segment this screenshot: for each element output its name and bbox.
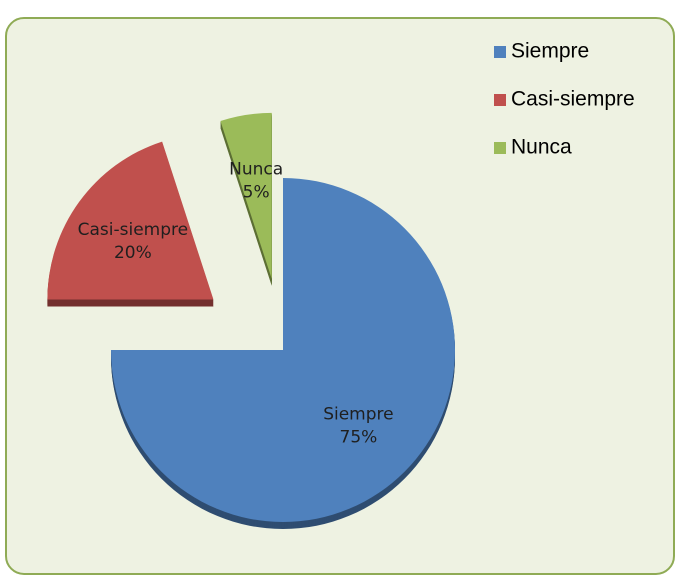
slice [111, 178, 455, 522]
slice-category-label: Nunca [229, 160, 283, 180]
slice [47, 141, 214, 300]
slice-value-label: 20% [114, 243, 152, 263]
legend-swatch [494, 142, 506, 154]
legend-swatch [494, 94, 506, 106]
legend-label: Nunca [511, 136, 572, 159]
slice [220, 112, 272, 279]
slice-category-label: Siempre [323, 404, 393, 424]
legend-label: Siempre [511, 40, 589, 63]
legend-label: Casi-siempre [511, 88, 635, 111]
slice-value-label: 75% [340, 427, 378, 447]
slice-value-label: 5% [243, 183, 270, 203]
slice-category-label: Casi-siempre [78, 220, 188, 240]
legend-swatch [494, 46, 506, 58]
